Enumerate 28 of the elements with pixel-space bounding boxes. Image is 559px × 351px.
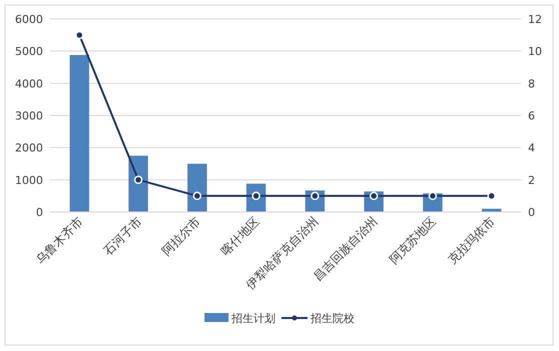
point [192, 192, 202, 200]
y2-tick-label: 6 [528, 110, 535, 122]
x-tick-label: 阿拉尔市 [159, 214, 204, 258]
y-tick-label: 0 [36, 206, 43, 219]
x-tick-label: 石河子市 [100, 214, 144, 258]
y-tick-label: 4000 [15, 77, 43, 90]
point [310, 192, 320, 200]
legend-label: 招生计划 [230, 312, 276, 325]
y-tick-label: 6000 [15, 13, 43, 26]
bar [128, 156, 148, 212]
x-tick-label: 阿克苏地区 [386, 214, 439, 267]
bar [70, 55, 90, 212]
y2-tick-label: 10 [528, 45, 542, 58]
point [370, 192, 378, 200]
y2-tick-label: 0 [528, 206, 535, 219]
point [134, 176, 143, 184]
x-tick-label: 喀什地区 [218, 214, 262, 258]
y2-tick-label: 2 [528, 174, 535, 187]
x-tick-label: 克拉玛依市 [445, 214, 498, 267]
y2-tick-label: 8 [528, 77, 535, 90]
y-tick-label: 2000 [15, 142, 43, 155]
bar [187, 164, 207, 212]
y-tick-label: 1000 [15, 174, 43, 187]
y-tick-label: 5000 [15, 45, 43, 58]
y2-tick-label: 4 [528, 142, 535, 155]
y-tick-label: 3000 [15, 110, 43, 122]
legend-label: 招生院校 [310, 312, 354, 325]
y2-tick-label: 12 [528, 13, 542, 26]
